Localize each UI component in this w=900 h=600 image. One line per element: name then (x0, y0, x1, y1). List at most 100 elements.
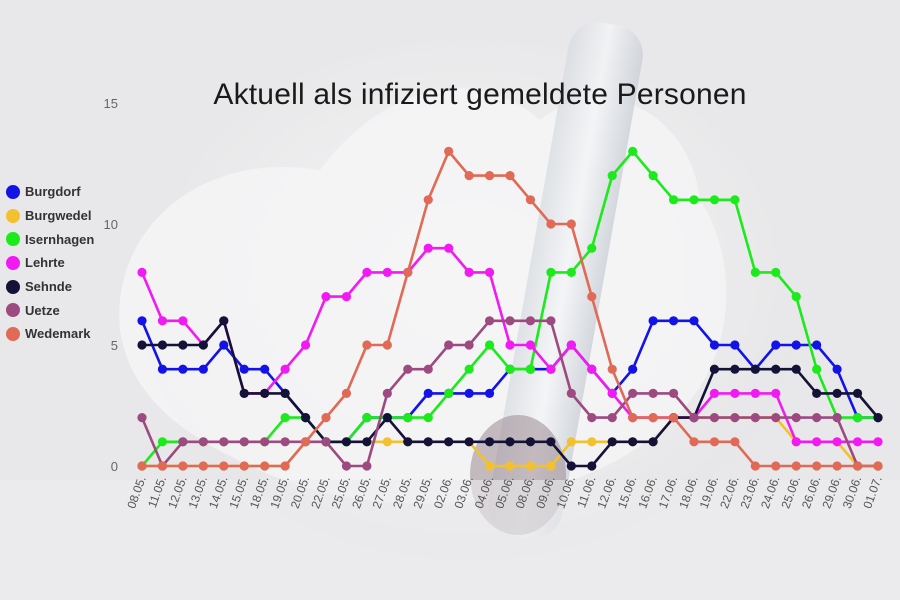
data-point (362, 340, 372, 350)
data-point (362, 413, 372, 423)
data-point (525, 316, 536, 326)
legend-dot (6, 326, 20, 341)
legend-item: Burgdorf (6, 180, 94, 204)
data-point (362, 267, 372, 277)
data-point (382, 437, 392, 447)
data-point (648, 171, 658, 181)
data-point (505, 437, 515, 447)
data-point (771, 340, 781, 350)
data-point (628, 413, 638, 423)
data-point (587, 461, 597, 471)
data-point (157, 437, 168, 447)
data-point (587, 243, 597, 253)
data-point (341, 461, 352, 471)
data-point (771, 388, 781, 398)
data-point (546, 437, 556, 447)
data-point (750, 267, 760, 277)
data-point (444, 340, 454, 350)
data-point (709, 413, 720, 423)
data-point (403, 413, 413, 423)
y-tick-label: 0 (111, 459, 118, 474)
legend-dot (6, 184, 20, 199)
data-point (709, 195, 720, 205)
data-point (362, 461, 372, 471)
data-point (260, 364, 270, 374)
data-point (566, 437, 576, 447)
data-point (607, 171, 617, 181)
data-point (403, 364, 413, 374)
data-point (341, 292, 352, 302)
legend-dot (6, 303, 20, 318)
data-point (423, 413, 433, 423)
data-point (566, 388, 576, 398)
data-point (730, 364, 740, 374)
data-point (219, 437, 229, 447)
data-point (607, 437, 617, 447)
data-point (260, 388, 270, 398)
data-point (791, 340, 801, 350)
data-point (239, 388, 249, 398)
legend-label: Lehrte (25, 255, 65, 271)
data-point (219, 340, 229, 350)
data-point (587, 292, 597, 302)
data-point (566, 461, 576, 471)
legend-label: Burgdorf (25, 184, 81, 200)
data-point (812, 364, 822, 374)
data-point (832, 437, 842, 447)
data-point (321, 413, 331, 423)
data-point (771, 413, 781, 423)
data-point (219, 461, 229, 471)
data-point (791, 364, 801, 374)
data-point (546, 267, 556, 277)
data-point (668, 413, 679, 423)
data-point (587, 413, 597, 423)
data-point (812, 340, 822, 350)
data-point (505, 461, 515, 471)
data-point (137, 267, 147, 277)
data-point (382, 413, 392, 423)
data-point (382, 340, 392, 350)
data-point (178, 461, 188, 471)
data-point (280, 461, 290, 471)
data-point (464, 267, 474, 277)
data-point (566, 219, 576, 229)
data-point (219, 316, 229, 326)
data-point (628, 364, 638, 374)
data-point (771, 364, 781, 374)
data-point (566, 267, 576, 277)
series-isernhagen (137, 146, 883, 471)
data-point (260, 461, 270, 471)
data-point (403, 267, 413, 277)
data-point (362, 437, 372, 447)
data-point (525, 340, 536, 350)
data-point (505, 316, 515, 326)
data-point (484, 267, 495, 277)
data-point (812, 388, 822, 398)
data-point (607, 364, 617, 374)
data-point (382, 267, 392, 277)
data-point (546, 364, 556, 374)
data-point (689, 316, 699, 326)
data-point (444, 388, 454, 398)
legend-dot (6, 232, 20, 247)
data-point (423, 364, 433, 374)
data-point (198, 461, 208, 471)
data-point (239, 461, 249, 471)
series-uetze (137, 316, 883, 471)
data-point (832, 364, 842, 374)
data-point (321, 437, 331, 447)
data-point (730, 388, 740, 398)
data-point (668, 195, 679, 205)
data-point (852, 461, 863, 471)
data-point (484, 461, 495, 471)
legend-label: Isernhagen (25, 231, 95, 247)
data-point (464, 340, 474, 350)
data-point (668, 316, 679, 326)
legend-label: Wedemark (25, 326, 91, 342)
data-point (464, 364, 474, 374)
data-point (137, 461, 147, 471)
data-point (300, 437, 311, 447)
data-point (525, 364, 536, 374)
data-point (239, 437, 249, 447)
data-point (505, 171, 515, 181)
